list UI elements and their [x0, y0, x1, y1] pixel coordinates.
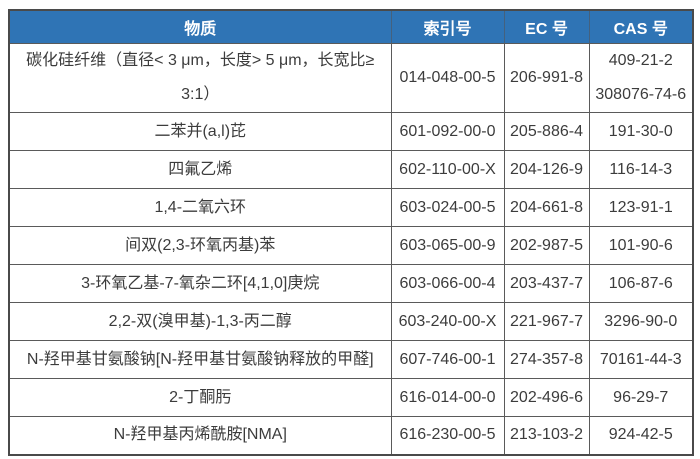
ec-number-cell: 221-967-7 — [503, 302, 590, 342]
ec-number-cell: 274-357-8 — [503, 340, 590, 380]
index-number-cell: 607-746-00-1 — [390, 340, 505, 380]
table-row: 2,2-双(溴甲基)-1,3-丙二醇 603-240-00-X 221-967-… — [8, 302, 694, 342]
cas-number-cell: 96-29-7 — [588, 378, 694, 418]
ec-number-cell: 202-496-6 — [503, 378, 590, 418]
index-number-cell: 603-240-00-X — [390, 302, 505, 342]
table-row: 碳化硅纤维（直径< 3 μm，长度> 5 μm，长宽比≥ 3:1） 014-04… — [8, 42, 694, 114]
cas-number-cell: 191-30-0 — [588, 112, 694, 152]
cas-number-cell: 3296-90-0 — [588, 302, 694, 342]
substance-cell: N-羟甲基甘氨酸钠[N-羟甲基甘氨酸钠释放的甲醛] — [8, 340, 392, 380]
substance-cell: 碳化硅纤维（直径< 3 μm，长度> 5 μm，长宽比≥ 3:1） — [8, 42, 392, 114]
column-header-index-number: 索引号 — [390, 9, 505, 44]
substance-cell: 四氟乙烯 — [8, 150, 392, 190]
ec-number-cell: 204-126-9 — [503, 150, 590, 190]
substance-cell: 间双(2,3-环氧丙基)苯 — [8, 226, 392, 266]
table-row: 四氟乙烯 602-110-00-X 204-126-9 116-14-3 — [8, 150, 694, 190]
index-number-cell: 603-024-00-5 — [390, 188, 505, 228]
table-row: 1,4-二氧六环 603-024-00-5 204-661-8 123-91-1 — [8, 188, 694, 228]
substance-cell: 3-环氧乙基-7-氧杂二环[4,1,0]庚烷 — [8, 264, 392, 304]
ec-number-cell: 204-661-8 — [503, 188, 590, 228]
cas-number-cell: 106-87-6 — [588, 264, 694, 304]
index-number-cell: 616-230-00-5 — [390, 416, 505, 456]
index-number-cell: 602-110-00-X — [390, 150, 505, 190]
table-header-row: 物质 索引号 EC 号 CAS 号 — [8, 9, 694, 44]
substance-cell: N-羟甲基丙烯酰胺[NMA] — [8, 416, 392, 456]
index-number-cell: 014-048-00-5 — [390, 42, 505, 114]
ec-number-cell: 213-103-2 — [503, 416, 590, 456]
cas-number-cell: 101-90-6 — [588, 226, 694, 266]
substance-cell: 1,4-二氧六环 — [8, 188, 392, 228]
index-number-cell: 603-065-00-9 — [390, 226, 505, 266]
ec-number-cell: 202-987-5 — [503, 226, 590, 266]
ec-number-cell: 205-886-4 — [503, 112, 590, 152]
cas-number-cell: 123-91-1 — [588, 188, 694, 228]
substance-cell: 2-丁酮肟 — [8, 378, 392, 418]
index-number-cell: 616-014-00-0 — [390, 378, 505, 418]
table-row: N-羟甲基丙烯酰胺[NMA] 616-230-00-5 213-103-2 92… — [8, 416, 694, 456]
column-header-cas-number: CAS 号 — [588, 9, 694, 44]
table-row: 二苯并(a,l)芘 601-092-00-0 205-886-4 191-30-… — [8, 112, 694, 152]
column-header-substance: 物质 — [8, 9, 392, 44]
index-number-cell: 603-066-00-4 — [390, 264, 505, 304]
ec-number-cell: 203-437-7 — [503, 264, 590, 304]
cas-number-cell: 116-14-3 — [588, 150, 694, 190]
substances-table: 物质 索引号 EC 号 CAS 号 碳化硅纤维（直径< 3 μm，长度> 5 μ… — [8, 9, 694, 456]
column-header-ec-number: EC 号 — [503, 9, 590, 44]
substance-cell: 2,2-双(溴甲基)-1,3-丙二醇 — [8, 302, 392, 342]
index-number-cell: 601-092-00-0 — [390, 112, 505, 152]
table-row: 3-环氧乙基-7-氧杂二环[4,1,0]庚烷 603-066-00-4 203-… — [8, 264, 694, 304]
cas-number-cell: 409-21-2 308076-74-6 — [588, 42, 694, 114]
table-row: N-羟甲基甘氨酸钠[N-羟甲基甘氨酸钠释放的甲醛] 607-746-00-1 2… — [8, 340, 694, 380]
table-row: 2-丁酮肟 616-014-00-0 202-496-6 96-29-7 — [8, 378, 694, 418]
table-body: 碳化硅纤维（直径< 3 μm，长度> 5 μm，长宽比≥ 3:1） 014-04… — [8, 42, 694, 456]
cas-number-cell: 924-42-5 — [588, 416, 694, 456]
table-row: 间双(2,3-环氧丙基)苯 603-065-00-9 202-987-5 101… — [8, 226, 694, 266]
ec-number-cell: 206-991-8 — [503, 42, 590, 114]
cas-number-cell: 70161-44-3 — [588, 340, 694, 380]
substance-cell: 二苯并(a,l)芘 — [8, 112, 392, 152]
